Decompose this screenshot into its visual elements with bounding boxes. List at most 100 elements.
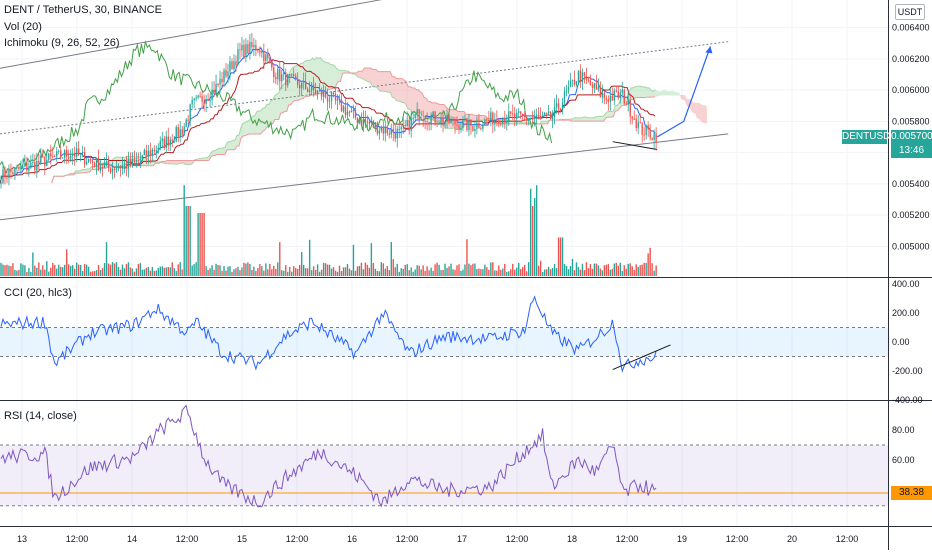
volume-bar (183, 185, 184, 276)
volume-bar (389, 270, 390, 276)
volume-bar (26, 272, 27, 276)
candle-body (444, 122, 445, 124)
volume-bar (653, 271, 654, 276)
volume-bar (506, 272, 507, 276)
candle-body (484, 119, 485, 125)
candle-body (329, 101, 330, 102)
candle-body (649, 130, 650, 138)
volume-bar (572, 259, 573, 276)
volume-bar (140, 263, 141, 276)
volume-bar (52, 263, 53, 276)
volume-bar (641, 265, 642, 276)
volume-bar (110, 265, 111, 276)
candle-body (401, 127, 402, 129)
candle-body (307, 89, 308, 92)
volume-bar (166, 267, 167, 276)
candle-body (120, 167, 121, 168)
volume-bar (566, 266, 567, 276)
volume-bar (438, 265, 439, 276)
volume-bar (2, 265, 3, 276)
volume-bar (239, 270, 240, 276)
volume-bar (209, 268, 210, 276)
cloud-segment (637, 86, 639, 97)
volume-bar (64, 265, 65, 276)
cloud-segment (261, 108, 263, 134)
candle-body (532, 118, 533, 119)
volume-bar (92, 271, 93, 276)
volume-bar (291, 272, 292, 276)
candle-body (271, 61, 272, 67)
cloud-segment (651, 91, 653, 97)
candle-body (247, 44, 248, 53)
candle-body (104, 165, 105, 169)
candle-body (170, 139, 171, 145)
candle-body (275, 77, 276, 79)
candle-body (92, 161, 93, 163)
volume-bar (341, 271, 342, 276)
volume-bar (590, 264, 591, 276)
volume-bar (598, 265, 599, 276)
candle-body (576, 81, 577, 85)
legend-ichimoku[interactable]: Ichimoku (9, 26, 52, 26) (4, 37, 120, 49)
candle-body (98, 158, 99, 171)
cci-tick-label: 400.00 (892, 279, 920, 289)
cloud-segment (645, 87, 647, 98)
cloud-segment (673, 91, 675, 96)
candle-body (187, 120, 188, 121)
volume-bars (0, 185, 657, 276)
volume-bar (287, 272, 288, 276)
volume-bar (58, 265, 59, 276)
volume-bar (411, 268, 412, 276)
candle-body (596, 84, 597, 90)
candle-body (618, 91, 619, 97)
candle-body (430, 116, 431, 124)
candle-body (424, 121, 425, 122)
candle-body (207, 99, 208, 100)
cloud-segment (412, 88, 414, 113)
candle-body (70, 156, 71, 159)
price-tick-label: 0.005200 (892, 210, 930, 220)
volume-bar (130, 267, 131, 276)
candle-body (257, 50, 258, 51)
volume-bar (152, 267, 153, 276)
legend-volume[interactable]: Vol (20) (4, 21, 42, 33)
candle-body (319, 90, 320, 91)
candle-body (636, 119, 637, 128)
currency-unit-button[interactable]: USDT (895, 4, 925, 20)
volume-bar (50, 268, 51, 276)
candle-body (193, 99, 194, 100)
candle-body (490, 112, 491, 120)
time-tick-label: 16 (347, 534, 357, 544)
volume-bar (622, 271, 623, 276)
volume-bar (556, 268, 557, 276)
candle-body (604, 93, 605, 98)
candle-body (22, 166, 23, 167)
candle-body (448, 115, 449, 123)
cloud-segment (110, 160, 112, 166)
candle-body (227, 72, 228, 77)
candle-body (460, 128, 461, 130)
volume-bar (446, 268, 447, 276)
volume-bar (231, 272, 232, 276)
candle-body (403, 125, 404, 127)
volume-bar (205, 266, 206, 276)
volume-bar (182, 269, 183, 276)
volume-bar (102, 268, 103, 276)
legend-rsi[interactable]: RSI (14, close) (4, 410, 77, 422)
candle-body (414, 114, 415, 118)
time-tick-label: 14 (127, 534, 137, 544)
volume-bar (602, 270, 603, 276)
candle-body (209, 100, 210, 101)
volume-bar (610, 270, 611, 276)
volume-bar (174, 268, 175, 276)
legend-main[interactable]: DENT / TetherUS, 30, BINANCE (4, 4, 162, 16)
volume-bar (201, 213, 202, 276)
cloud-segment (388, 72, 390, 93)
candle-body (311, 85, 312, 91)
price-tick-label: 0.005000 (892, 241, 930, 251)
candle-body (18, 167, 19, 169)
candle-body (506, 121, 507, 123)
volume-bar (235, 268, 236, 276)
legend-cci[interactable]: CCI (20, hlc3) (4, 287, 72, 299)
